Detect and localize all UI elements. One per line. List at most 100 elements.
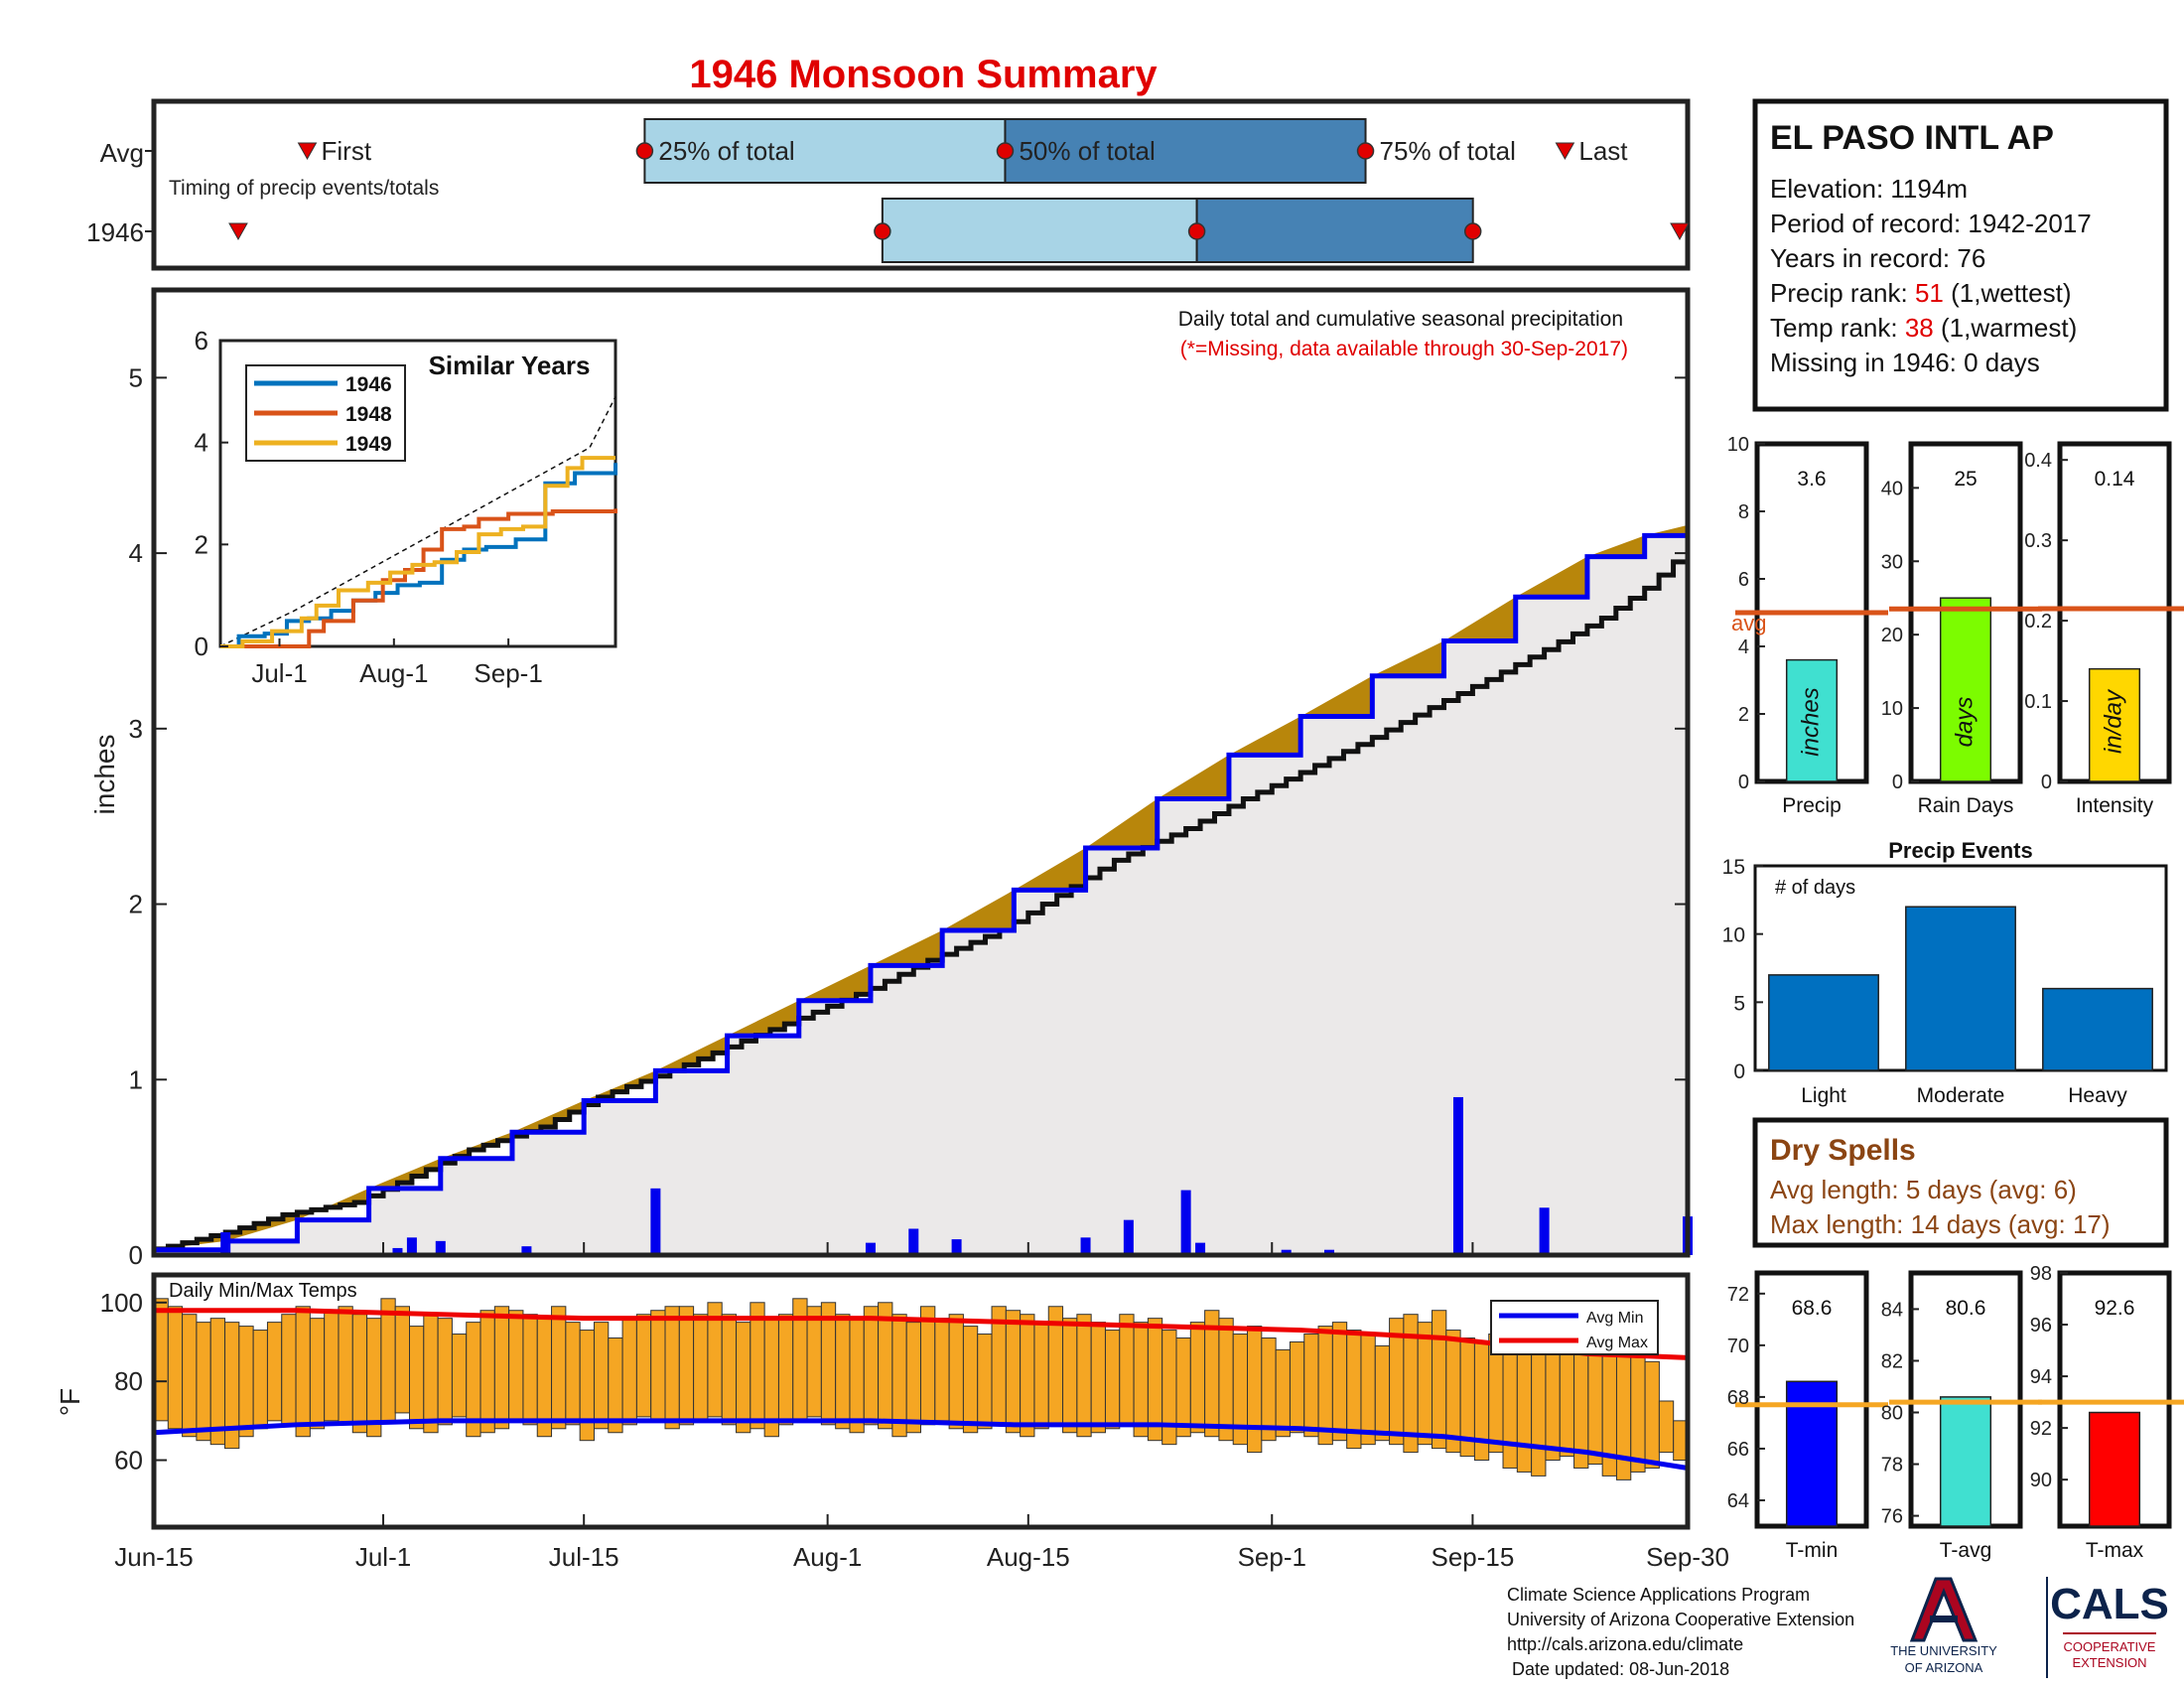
daily-temp-bar bbox=[863, 1306, 880, 1426]
daily-precip-bar bbox=[1539, 1207, 1550, 1255]
rain-days-x-label: Rain Days bbox=[1918, 794, 2014, 817]
quartile-marker-q25 bbox=[874, 222, 891, 240]
daily-precip-bar bbox=[951, 1239, 962, 1255]
daily-temp-bar bbox=[1587, 1352, 1603, 1465]
t-max-y-tick-label: 98 bbox=[2030, 1263, 2052, 1285]
dry-spells-title: Dry Spells bbox=[1770, 1134, 1916, 1167]
intensity-y-tick-label: 0 bbox=[2041, 772, 2052, 793]
daily-temp-bar bbox=[878, 1302, 893, 1430]
daily-precip-bar bbox=[392, 1247, 403, 1255]
daily-temp-bar bbox=[777, 1314, 794, 1426]
daily-temp-bar bbox=[324, 1310, 340, 1422]
station-box bbox=[1752, 98, 2169, 412]
precip-y-tick-label: 6 bbox=[1738, 569, 1749, 591]
daily-temp-bar bbox=[309, 1318, 326, 1430]
inset-series-1948 bbox=[220, 508, 617, 648]
temp-rank-note: (1,warmest) bbox=[1941, 313, 2077, 343]
daily-temp-bar bbox=[1445, 1330, 1461, 1454]
daily-temp-bar bbox=[806, 1306, 822, 1418]
daily-temp-bar bbox=[167, 1306, 184, 1430]
daily-temp-bar bbox=[1033, 1322, 1049, 1430]
rain-days-bar bbox=[1939, 597, 1992, 782]
daily-temp-bar bbox=[1261, 1337, 1277, 1442]
t-max-y-tick-label: 94 bbox=[2030, 1366, 2052, 1388]
t-avg-bar bbox=[1939, 1396, 1992, 1527]
quartile-marker-q25 bbox=[635, 142, 654, 160]
temps-legend-box bbox=[1490, 1300, 1659, 1355]
inset-legend: 1946 1948 1949 bbox=[245, 364, 406, 462]
daily-temp-bar bbox=[1317, 1326, 1333, 1446]
temp-rank: Temp rank: 38 (1,warmest) bbox=[1770, 313, 2077, 343]
rain-days-unit-label: days bbox=[1951, 697, 1978, 748]
university-logo-line-2: OF ARIZONA bbox=[1905, 1660, 1983, 1675]
timing-label-last: Last bbox=[1578, 136, 1628, 166]
timing-last-marker bbox=[1555, 142, 1575, 161]
precip-y-tick-label: 4 bbox=[1738, 636, 1749, 658]
temps-content bbox=[153, 1298, 1689, 1480]
daily-temp-bar bbox=[750, 1302, 765, 1430]
temps-legend: Avg Min Avg Max bbox=[1490, 1300, 1659, 1355]
y-tick-label: 1 bbox=[129, 1064, 143, 1094]
daily-temp-bar bbox=[635, 1314, 652, 1418]
date-tick-label: Jul-15 bbox=[549, 1542, 619, 1572]
daily-temp-bar bbox=[209, 1318, 226, 1446]
t-max-value: 92.6 bbox=[2095, 1297, 2135, 1320]
station-years: Years in record: 76 bbox=[1770, 243, 1985, 273]
temps-y-tick-label: 100 bbox=[100, 1288, 143, 1318]
legend-avg-max: Avg Max bbox=[1586, 1335, 1648, 1351]
date-tick-label: Jul-1 bbox=[355, 1542, 411, 1572]
daily-temp-bar bbox=[1417, 1322, 1433, 1446]
station-elevation: Elevation: 1194m bbox=[1770, 174, 1968, 204]
t-min-value: 68.6 bbox=[1792, 1297, 1833, 1320]
daily-temp-bar bbox=[1090, 1322, 1106, 1434]
y-tick-label: 0 bbox=[129, 1240, 143, 1270]
station-info: EL PASO INTL AP Elevation: 1194m Period … bbox=[1752, 98, 2169, 412]
daily-temp-bar bbox=[1374, 1344, 1391, 1442]
timing-label-first: First bbox=[322, 136, 372, 166]
inset-y-tick-label: 2 bbox=[195, 529, 208, 559]
quartile-box-dark bbox=[1195, 198, 1474, 263]
timing-first-marker bbox=[228, 222, 248, 241]
t-max-y-tick-label: 90 bbox=[2030, 1470, 2052, 1491]
precip-rank: Precip rank: 51 (1,wettest) bbox=[1770, 278, 2072, 308]
daily-temp-bar bbox=[820, 1302, 837, 1426]
events-y-tick-label: 10 bbox=[1722, 924, 1745, 947]
station-name: EL PASO INTL AP bbox=[1770, 119, 2054, 157]
daily-temp-bar bbox=[182, 1314, 198, 1438]
block-a-bar-icon bbox=[1930, 1616, 1958, 1622]
daily-temp-bar bbox=[238, 1326, 254, 1438]
daily-temp-bar bbox=[351, 1314, 368, 1434]
t-avg-y-tick-label: 80 bbox=[1881, 1403, 1903, 1425]
daily-temp-bar bbox=[266, 1322, 283, 1422]
daily-precip-bar bbox=[908, 1228, 919, 1255]
t-max-x-label: T-max bbox=[2086, 1539, 2144, 1562]
events-y-tick-label: 0 bbox=[1733, 1060, 1745, 1083]
daily-temp-bar bbox=[1303, 1334, 1319, 1438]
daily-temp-bar bbox=[1020, 1314, 1035, 1438]
events-title: Precip Events bbox=[1888, 838, 2033, 863]
timing-label-q75: 75% of total bbox=[1380, 136, 1516, 166]
timing-row-label-avg: Avg bbox=[100, 138, 144, 168]
precip-note: Daily total and cumulative seasonal prec… bbox=[1178, 308, 1623, 331]
t-min-y-tick-label: 72 bbox=[1727, 1284, 1749, 1306]
daily-temp-bar bbox=[1432, 1310, 1447, 1450]
intensity-bar bbox=[2088, 667, 2141, 782]
rain-days-y-tick-label: 40 bbox=[1881, 478, 1903, 499]
daily-temp-bar bbox=[721, 1314, 738, 1426]
page-title: 1946 Monsoon Summary bbox=[689, 53, 1158, 96]
cals-logo-text: CALS bbox=[2050, 1580, 2169, 1628]
precip-y-tick-label: 8 bbox=[1738, 501, 1749, 523]
temps-plot-frame bbox=[151, 1272, 1691, 1530]
daily-precip-bar bbox=[220, 1232, 231, 1255]
precip-y-label: inches bbox=[89, 735, 120, 815]
timing-note: Timing of precip events/totals bbox=[169, 177, 439, 200]
date-tick-label: Jun-15 bbox=[114, 1542, 194, 1572]
daily-temp-bar bbox=[565, 1322, 581, 1426]
precip-rank-label: Precip rank: bbox=[1770, 278, 1908, 308]
daily-temp-bar bbox=[1644, 1360, 1660, 1469]
station-missing: Missing in 1946: 0 days bbox=[1770, 348, 2040, 377]
temps-y-tick-label: 60 bbox=[114, 1446, 143, 1476]
avg-max-line bbox=[154, 1308, 1689, 1360]
date-tick-label: Aug-1 bbox=[793, 1542, 862, 1572]
